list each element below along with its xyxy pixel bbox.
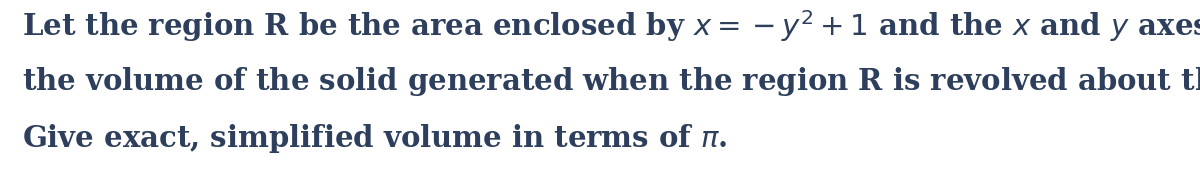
Text: Let the region R be the area enclosed by $x = -y^2 + 1$ and the $x$ and $y$ axes: Let the region R be the area enclosed by… <box>22 8 1200 44</box>
Text: the volume of the solid generated when the region R is revolved about the $y$-ax: the volume of the solid generated when t… <box>22 65 1200 98</box>
Text: Give exact, simplified volume in terms of $\pi$.: Give exact, simplified volume in terms o… <box>22 122 727 155</box>
